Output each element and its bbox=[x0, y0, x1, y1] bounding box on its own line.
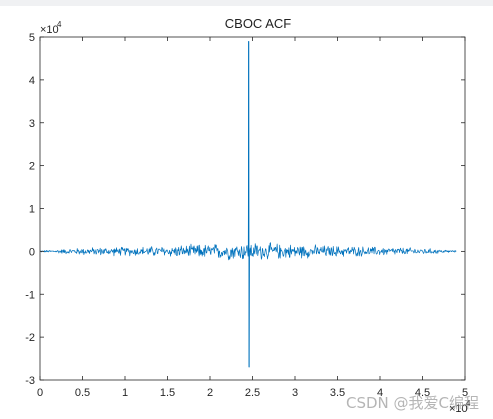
x-tick-label: 4.5 bbox=[415, 387, 430, 399]
y-tick-label: 3 bbox=[29, 118, 35, 130]
y-tick-label: 1 bbox=[29, 204, 35, 216]
x-tick-label: 2 bbox=[207, 387, 213, 399]
y-tick-label: -2 bbox=[25, 332, 35, 344]
x-tick-label: 1.5 bbox=[160, 387, 175, 399]
series-layer bbox=[39, 40, 457, 368]
y-exponent-power: 4 bbox=[57, 20, 62, 29]
x-tick-label: 0.5 bbox=[75, 387, 90, 399]
plot-area bbox=[40, 37, 465, 380]
y-tick-label: -1 bbox=[25, 289, 35, 301]
watermark: CSDN @我爱C编程 bbox=[345, 394, 479, 412]
x-tick-label: 0 bbox=[37, 387, 43, 399]
top-bar bbox=[0, 0, 493, 6]
y-tick-label: 5 bbox=[29, 32, 35, 44]
x-exponent-power: 4 bbox=[466, 399, 471, 408]
acf-series-line bbox=[39, 40, 457, 368]
chart-title: CBOC ACF bbox=[225, 16, 292, 31]
x-tick-label: 3 bbox=[292, 387, 298, 399]
y-tick-label: 2 bbox=[29, 161, 35, 173]
y-tick-label: 4 bbox=[29, 75, 35, 87]
x-axis-exponent: ×10 4 bbox=[449, 399, 471, 415]
y-tick-label: 0 bbox=[29, 246, 35, 258]
x-tick-label: 4 bbox=[377, 387, 383, 399]
y-tick-label: -3 bbox=[25, 375, 35, 387]
x-tick-label: 1 bbox=[122, 387, 128, 399]
y-exponent-base: ×10 bbox=[40, 24, 59, 36]
x-tick-label: 3.5 bbox=[330, 387, 345, 399]
axes-box bbox=[39, 36, 466, 381]
x-exponent-base: ×10 bbox=[449, 403, 468, 415]
y-axis-exponent: ×10 4 bbox=[40, 20, 62, 36]
axis-layer: 0 0.5 1 1.5 2 2.5 3 3.5 4 4.5 5 -3 -2 -1 0 1 2 3 4 5 bbox=[25, 32, 468, 399]
x-tick-label: 5 bbox=[462, 387, 468, 399]
x-tick-label: 2.5 bbox=[245, 387, 260, 399]
